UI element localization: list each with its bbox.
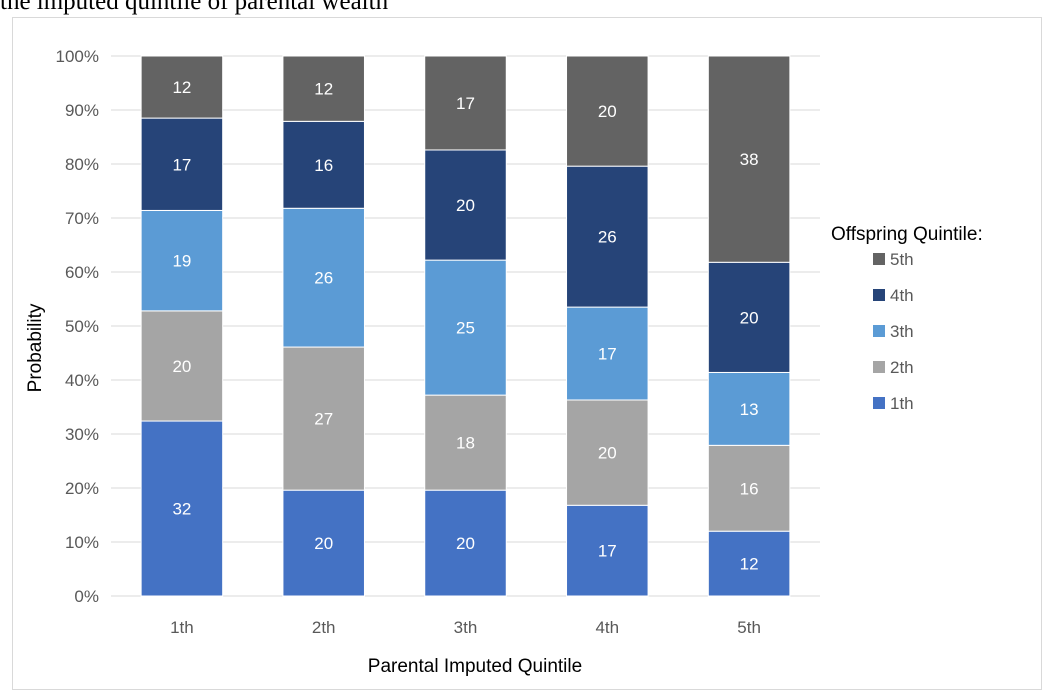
x-tick-label: 2th [312, 618, 336, 637]
y-axis-title: Probability [25, 303, 46, 392]
figure-caption: the imputed quintile of parental wealth [0, 0, 389, 15]
y-tick-label: 90% [65, 101, 99, 120]
y-tick-label: 70% [65, 209, 99, 228]
bar-segment [424, 394, 507, 491]
data-label: 12 [314, 80, 333, 99]
data-label: 17 [172, 155, 191, 174]
data-label: 20 [598, 444, 617, 463]
legend-label: 1th [890, 394, 914, 413]
chart-area: 32 20 19 17 12 20 27 26 16 12 20 18 25 20 17 17 20 17 26 20… [12, 17, 1042, 690]
y-tick-label: 50% [65, 317, 99, 336]
legend-swatch [873, 253, 885, 265]
bar-segment [282, 207, 365, 348]
legend-title: Offspring Quintile: [831, 224, 983, 245]
x-tick-label: 4th [595, 618, 619, 637]
bar-segment [140, 310, 224, 422]
data-label: 26 [598, 228, 617, 247]
x-axis-title: Parental Imputed Quintile [368, 656, 582, 677]
data-label: 38 [740, 150, 759, 169]
legend-swatch [873, 361, 885, 373]
bar-segment [707, 444, 791, 532]
bar-segment [566, 504, 649, 597]
data-label: 12 [740, 555, 759, 574]
data-label: 19 [172, 252, 191, 271]
bar-segment [140, 117, 224, 211]
data-label: 17 [456, 94, 475, 113]
data-label: 16 [314, 156, 333, 175]
y-tick-label: 0% [74, 587, 99, 606]
data-labels: 32 20 19 17 12 20 27 26 16 12 20 18 25 20 17 17 20 17 26 20… [172, 78, 758, 574]
bar-segment [707, 530, 791, 597]
data-label: 26 [314, 269, 333, 288]
x-tick-label: 5th [737, 618, 761, 637]
y-tick-label: 40% [65, 371, 99, 390]
y-tick-label: 100% [56, 47, 99, 66]
data-label: 20 [740, 308, 759, 327]
legend-label: 2th [890, 358, 914, 377]
bar-segment [282, 55, 365, 122]
bar-segment [707, 261, 791, 373]
bar-segment [566, 399, 649, 506]
y-axis-tick-labels: 0% 10% 20% 30% 40% 50% 60% 70% 80% 90% 100% [56, 47, 99, 606]
data-label: 27 [314, 410, 333, 429]
x-tick-label: 1th [170, 618, 194, 637]
y-tick-label: 80% [65, 155, 99, 174]
bar-segment [424, 259, 507, 396]
y-tick-label: 30% [65, 425, 99, 444]
y-tick-label: 60% [65, 263, 99, 282]
data-label: 20 [598, 102, 617, 121]
legend-swatch [873, 289, 885, 301]
legend-swatch [873, 325, 885, 337]
data-label: 20 [314, 534, 333, 553]
data-label: 17 [598, 345, 617, 364]
legend-swatch [873, 397, 885, 409]
bar-segment [282, 120, 365, 209]
stacked-bar-chart: 32 20 19 17 12 20 27 26 16 12 20 18 25 20 17 17 20 17 26 20… [25, 47, 983, 677]
x-axis-tick-labels: 1th 2th 3th 4th 5th [170, 618, 761, 637]
legend: Offspring Quintile: 5th 4th 3th 2th 1th [831, 224, 983, 413]
bar-segment [707, 371, 791, 446]
bars [140, 55, 791, 597]
data-label: 16 [740, 479, 759, 498]
legend-label: 3th [890, 322, 914, 341]
bar-segment [566, 55, 649, 167]
legend-label: 4th [890, 286, 914, 305]
bar-segment [707, 55, 791, 263]
data-label: 32 [172, 500, 191, 519]
bar-segment [140, 420, 224, 597]
bar-segment [566, 306, 649, 401]
data-label: 20 [456, 196, 475, 215]
y-tick-label: 10% [65, 533, 99, 552]
bar-segment [140, 209, 224, 312]
x-tick-label: 3th [454, 618, 478, 637]
bar-segment [282, 346, 365, 491]
data-label: 18 [456, 434, 475, 453]
bar-segment [140, 55, 224, 119]
y-tick-label: 20% [65, 479, 99, 498]
legend-label: 5th [890, 250, 914, 269]
bar-segment [424, 489, 507, 597]
bar-segment [566, 165, 649, 308]
bar-segment [424, 55, 507, 151]
data-label: 20 [456, 534, 475, 553]
data-label: 12 [172, 78, 191, 97]
data-label: 20 [172, 357, 191, 376]
data-label: 13 [740, 400, 759, 419]
data-label: 17 [598, 542, 617, 561]
data-label: 25 [456, 319, 475, 338]
